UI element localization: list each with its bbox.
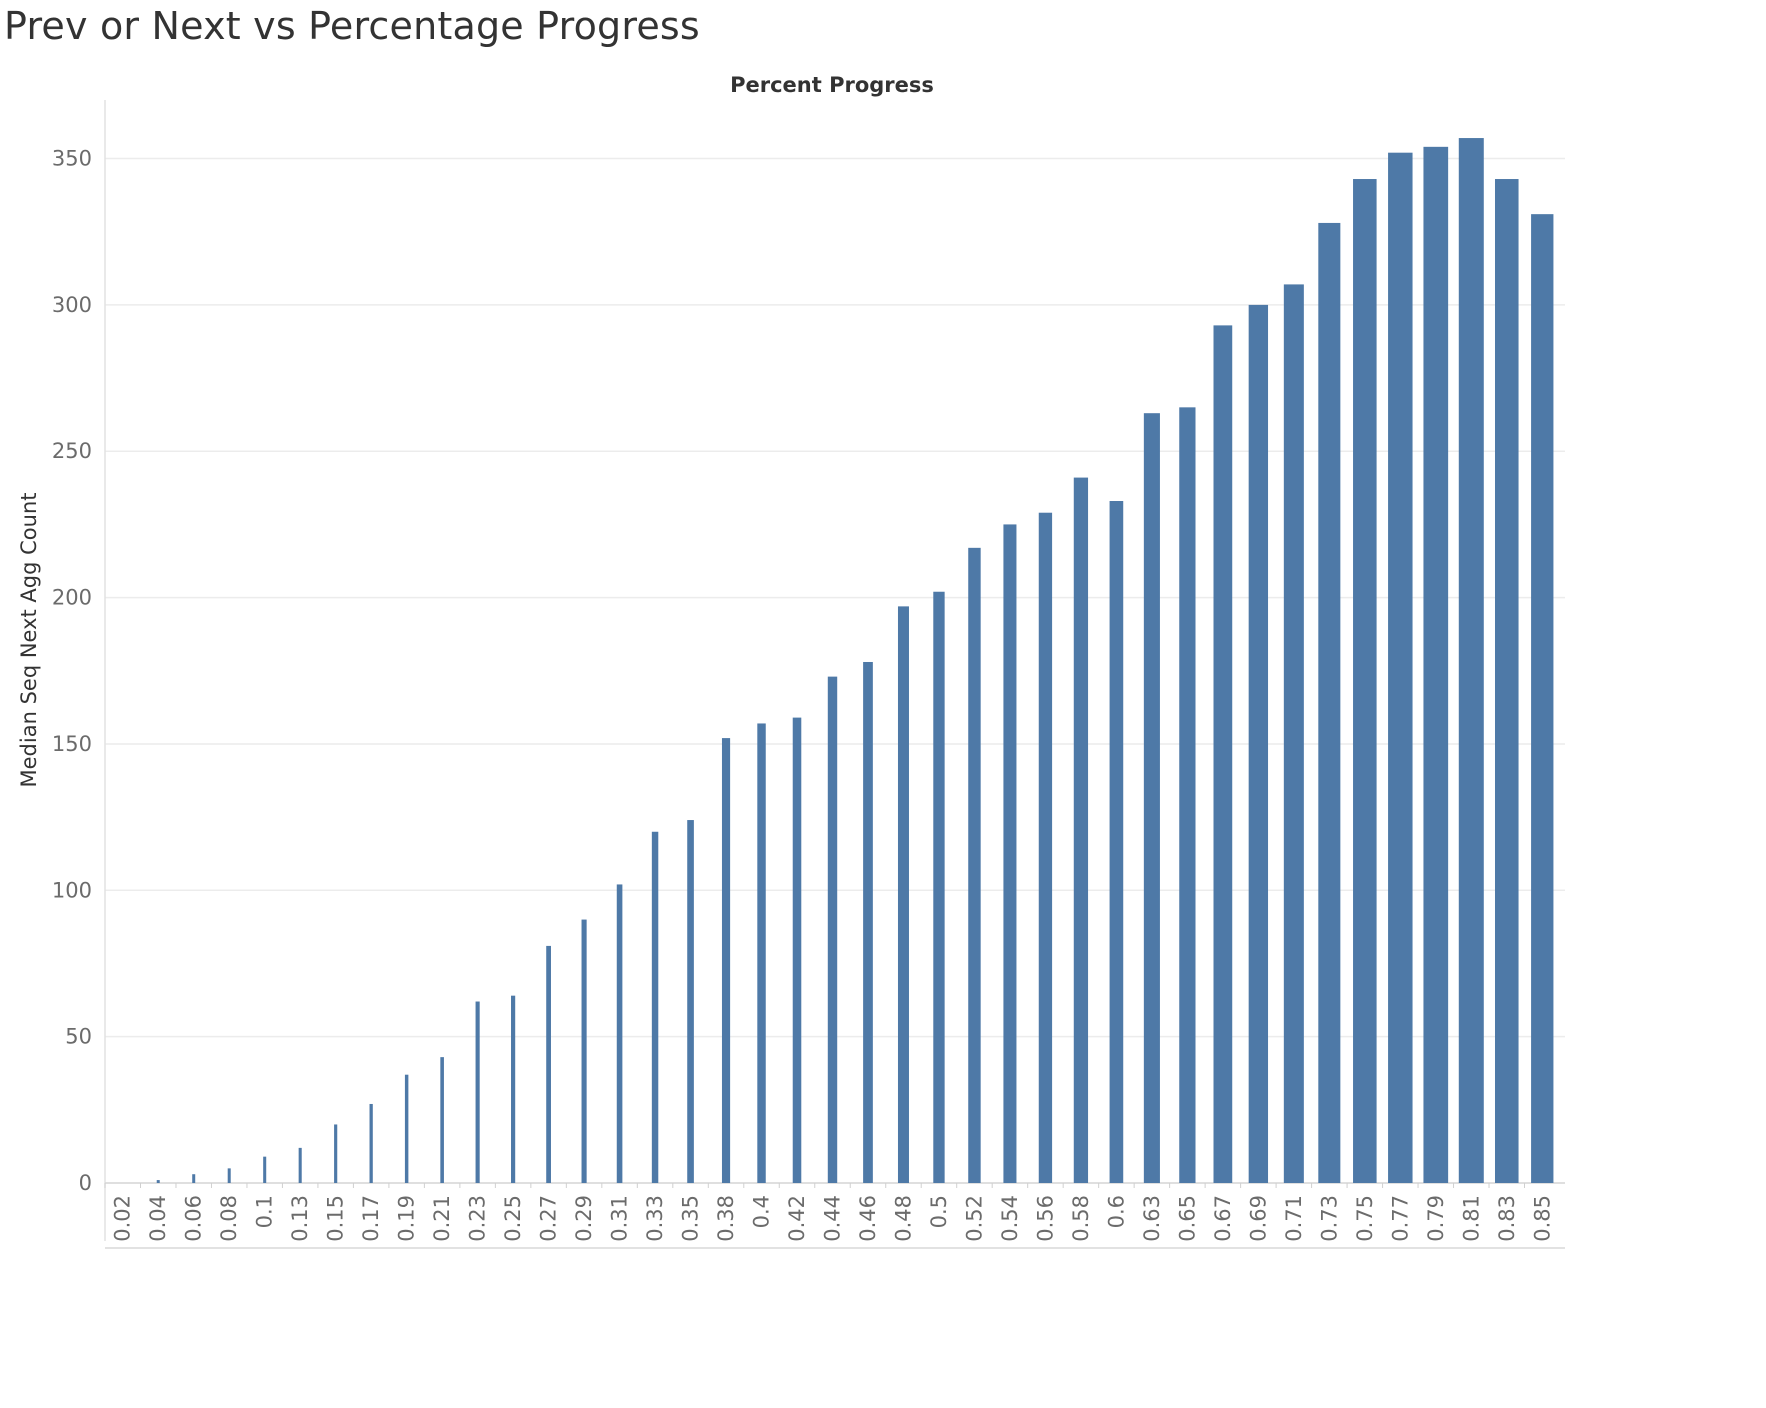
x-tick-label: 0.63 [1140,1195,1164,1242]
bar [511,995,516,1183]
x-tick-label: 0.29 [572,1195,596,1242]
bar [1038,512,1053,1183]
x-tick-label: 0.48 [891,1195,915,1242]
bar [581,919,587,1183]
y-tick-label: 200 [52,586,92,610]
bar [227,1168,231,1183]
x-tick-label: 0.85 [1530,1195,1554,1242]
x-tick-label: 0.23 [466,1195,490,1242]
x-tick-label: 0.83 [1495,1195,1519,1242]
x-tick-label: 0.19 [395,1195,419,1242]
bar [192,1174,196,1183]
bar [1143,413,1160,1183]
y-tick-label: 0 [79,1171,92,1195]
x-tick-label: 0.65 [1175,1195,1199,1242]
x-axis-title: Percent Progress [730,73,934,97]
y-tick-label: 350 [52,147,92,171]
x-tick-label: 0.52 [962,1195,986,1242]
x-tick-label: 0.08 [217,1195,241,1242]
x-tick-label: 0.75 [1353,1195,1377,1242]
x-tick-label: 0.71 [1282,1195,1306,1242]
bar [1458,138,1484,1183]
bar [1283,284,1304,1183]
bar [263,1156,267,1183]
bar [1003,524,1017,1183]
bar [334,1124,338,1183]
y-tick-label: 250 [52,439,92,463]
y-tick-label: 100 [52,878,92,902]
bar [475,1001,480,1183]
x-tick-label: 0.67 [1211,1195,1235,1242]
bar [933,591,945,1183]
bar [721,738,731,1183]
bar [1353,179,1377,1183]
y-tick-label: 150 [52,732,92,756]
y-tick-label: 300 [52,293,92,317]
x-tick-label: 0.5 [927,1195,951,1228]
x-tick-label: 0.42 [785,1195,809,1242]
y-axis-title: Median Seq Next Agg Count [17,493,41,788]
bar [1494,179,1519,1183]
x-tick-label: 0.73 [1317,1195,1341,1242]
x-tick-label: 0.46 [856,1195,880,1242]
bar [1213,325,1233,1183]
y-axis-ticks: 0 50 100 150 200 250 300 350 [52,147,92,1195]
bar [369,1103,373,1183]
bar [687,820,694,1183]
bar [440,1057,444,1183]
bar [1423,146,1449,1184]
bar [1248,304,1269,1183]
bar [827,676,838,1183]
x-tick-label: 0.21 [430,1195,454,1242]
x-tick-label: 0.02 [111,1195,135,1242]
x-tick-label: 0.69 [1246,1195,1270,1242]
bar [404,1074,409,1183]
x-tick-label: 0.79 [1424,1195,1448,1242]
bar [863,661,873,1183]
bar [792,717,802,1183]
bar [156,1180,160,1183]
bar [1109,501,1124,1184]
x-tick-label: 0.17 [359,1195,383,1242]
x-tick-label: 0.35 [679,1195,703,1242]
bar [1073,477,1089,1183]
x-tick-label: 0.6 [1104,1195,1128,1228]
x-tick-label: 0.33 [643,1195,667,1242]
x-tick-label: 0.15 [324,1195,348,1242]
x-tick-label: 0.54 [998,1195,1022,1242]
bar [1318,222,1341,1184]
bar [298,1147,302,1183]
x-tick-label: 0.31 [608,1195,632,1242]
x-tick-label: 0.4 [750,1195,774,1228]
x-tick-label: 0.06 [182,1195,206,1242]
x-tick-label: 0.81 [1459,1195,1483,1242]
x-axis-ticks: 0.02 0.04 0.06 0.08 0.1 0.13 0.15 0.17 0.19 0.21 0… [104,1183,1554,1242]
bar [968,547,981,1183]
y-tick-label: 50 [65,1025,92,1049]
x-tick-label: 0.77 [1388,1195,1412,1242]
bar [616,884,623,1183]
bar [651,831,659,1183]
x-tick-label: 0.44 [821,1195,845,1242]
x-tick-label: 0.1 [253,1195,277,1228]
bar [1531,214,1554,1183]
bar [1179,407,1196,1183]
chart-title: Prev or Next vs Percentage Progress [4,4,700,48]
x-tick-label: 0.56 [1033,1195,1057,1242]
bars [156,138,1554,1184]
x-tick-label: 0.38 [714,1195,738,1242]
bar [897,606,909,1183]
x-tick-label: 0.27 [537,1195,561,1242]
x-tick-label: 0.58 [1069,1195,1093,1242]
x-tick-label: 0.04 [146,1195,170,1242]
x-tick-label: 0.13 [288,1195,312,1242]
bar [1388,152,1413,1183]
x-tick-label: 0.25 [501,1195,525,1242]
bar [757,723,766,1183]
bar [546,945,551,1183]
